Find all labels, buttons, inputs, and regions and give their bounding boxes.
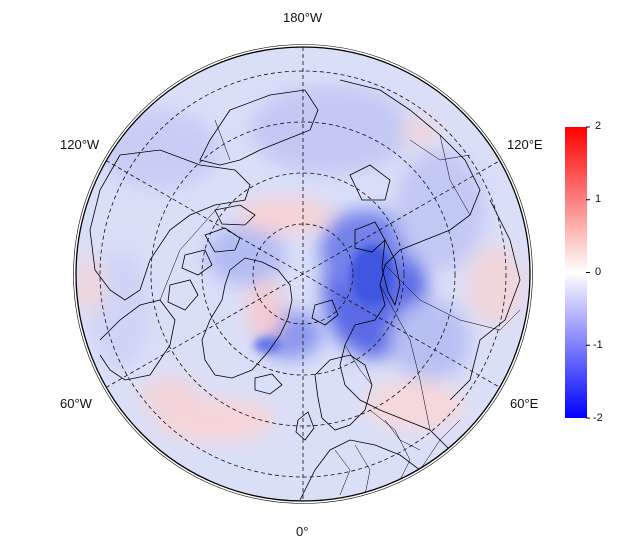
- colorbar-tick-label: 1: [595, 193, 602, 205]
- lon-label-lower-right: 60°E: [510, 396, 539, 411]
- lon-label-upper-right: 120°E: [507, 137, 543, 152]
- colorbar-ticks: [586, 126, 590, 419]
- meridian-60w-120e: [105, 160, 501, 388]
- lon-label-bottom: 0°: [296, 524, 309, 539]
- lon-label-top: 180°W: [283, 10, 323, 25]
- country-borders: [159, 119, 521, 496]
- colorbar: [565, 127, 587, 418]
- latitude-circle-80: [252, 223, 354, 325]
- colorbar-tick-label: -1: [593, 339, 603, 351]
- lon-label-upper-left: 120°W: [60, 137, 100, 152]
- graticule: [99, 47, 507, 501]
- canadian-arctic-anomaly: [237, 197, 333, 233]
- lon-label-lower-left: 60°W: [60, 396, 92, 411]
- map-boundary: [75, 46, 531, 502]
- colorbar-tick-label: -2: [593, 412, 603, 424]
- latitude-circle-70: [201, 172, 405, 376]
- anomaly-field: [76, 47, 530, 501]
- coastlines: [89, 79, 521, 501]
- europe-anomaly: [365, 380, 465, 430]
- colorbar-tick-label: 0: [595, 266, 602, 278]
- colorbar-tick-label: 2: [595, 120, 602, 132]
